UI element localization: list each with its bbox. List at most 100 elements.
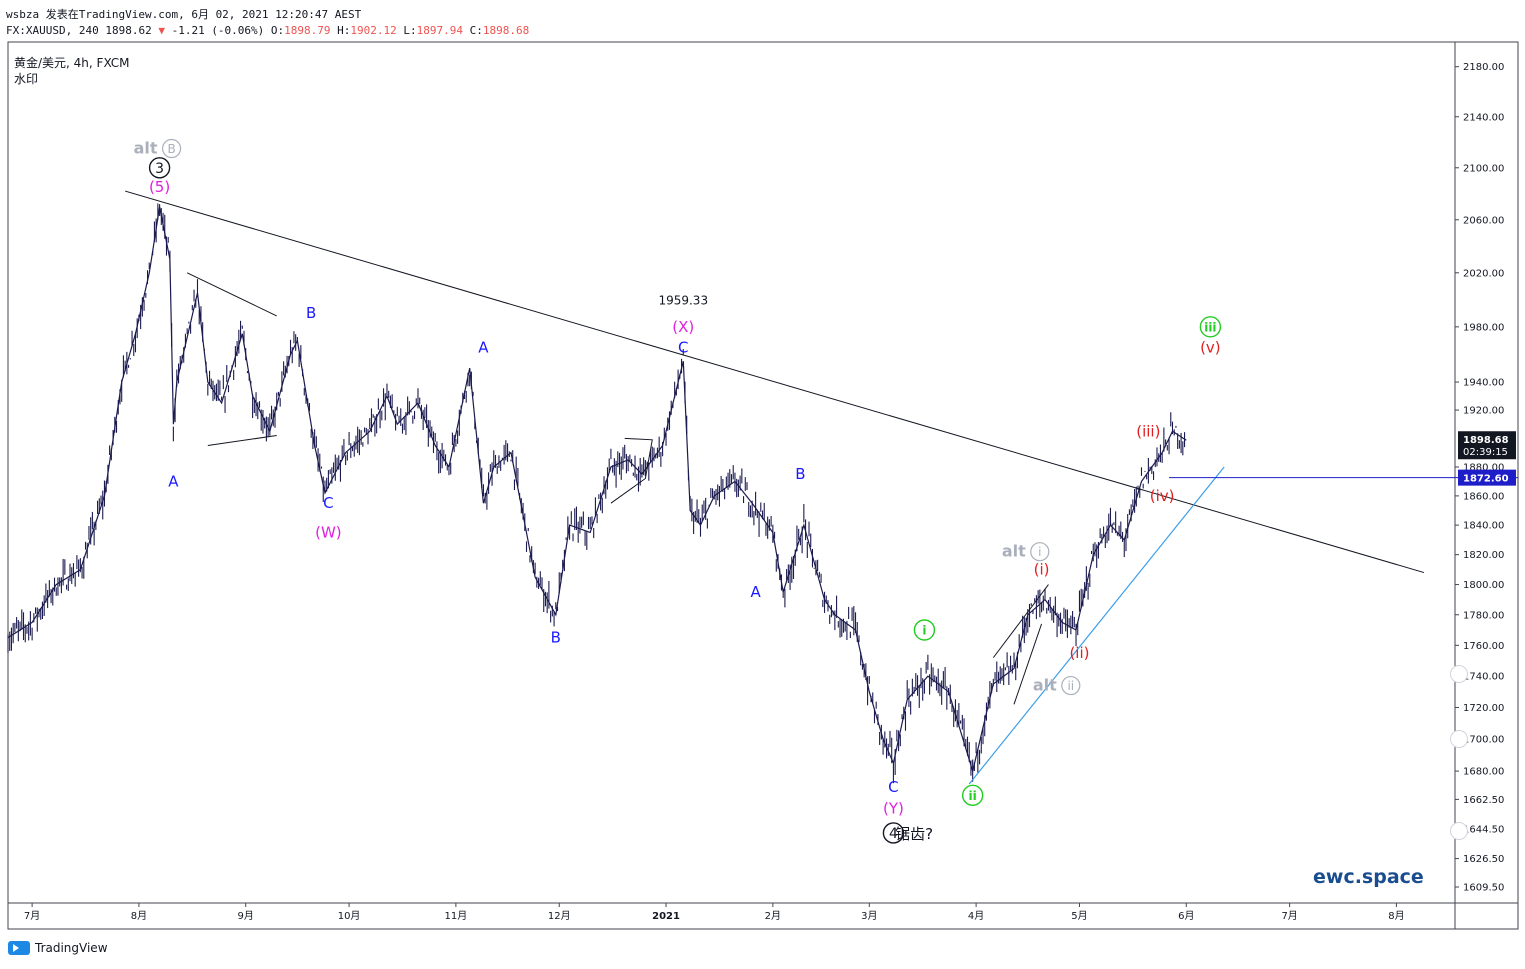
x-tick-label: 9月 [238, 910, 254, 922]
symbol-legend: 黄金/美元, 4h, FXCM 水印 [14, 55, 130, 87]
x-tick-label: 4月 [968, 910, 984, 922]
low-value: 1897.94 [416, 24, 463, 37]
y-tick-label: 1920.00 [1463, 406, 1504, 417]
low-label: L: [403, 24, 417, 37]
y-tick-label: 2140.00 [1463, 112, 1504, 123]
wave-label: B [551, 629, 561, 647]
y-tick-label: 1820.00 [1463, 550, 1504, 561]
level-price-box [1458, 469, 1516, 486]
alt-circle [161, 138, 182, 159]
outer-frame [7, 41, 1519, 930]
down-arrow-icon: ▼ [158, 24, 165, 37]
symbol-title: 黄金/美元, 4h, FXCM [14, 56, 130, 70]
x-tick-label: 7月 [24, 910, 40, 922]
price-change: -1.21 (-0.06%) [171, 24, 265, 37]
y-tick-label: 1780.00 [1463, 610, 1504, 621]
wave-label: A [168, 472, 179, 490]
symbol-price: FX:XAUUSD, 240 1898.62 [6, 24, 152, 37]
y-tick-label: 2020.00 [1463, 268, 1504, 279]
y-tick-label: 1626.50 [1463, 854, 1504, 865]
x-tick-label: 5月 [1071, 910, 1087, 922]
wave-label: (iv) [1150, 487, 1175, 505]
watermark-label: 水印 [14, 72, 39, 86]
wave-label: (i) [1034, 561, 1050, 579]
x-tick-label: 8月 [131, 910, 147, 922]
wave-label: B [306, 304, 316, 322]
level-price-label: 1872.60 [1463, 474, 1509, 485]
y-tick-label: 1840.00 [1463, 521, 1504, 532]
settings-button[interactable] [1450, 822, 1468, 840]
y-tick-label: 1609.50 [1463, 882, 1504, 893]
wave-minor-label: iii [1204, 320, 1216, 334]
wave-minor-label: i [922, 623, 926, 637]
y-tick-label: 2180.00 [1463, 62, 1504, 73]
alt-label: alt [1002, 542, 1026, 561]
high-label: H: [337, 24, 351, 37]
wave-circle [1199, 316, 1222, 338]
wave-label: 1959.33 [658, 294, 708, 308]
wave-label: A [750, 583, 761, 601]
wedge-lower [1013, 623, 1043, 705]
y-tick-label: 1860.00 [1463, 491, 1504, 502]
wave-circle [913, 619, 936, 641]
x-tick-label: 10月 [338, 910, 361, 922]
wave-circle [961, 784, 984, 807]
x-tick-label: 8月 [1388, 910, 1404, 922]
wave-label: (5) [149, 178, 170, 196]
scroll-button[interactable] [1450, 665, 1468, 683]
y-tick-label: 1662.50 [1463, 795, 1504, 806]
alt-label: alt [1033, 676, 1057, 695]
zigzag-note: 锯齿? [895, 825, 933, 843]
reset-button[interactable] [1450, 730, 1468, 748]
wave-label: C [323, 494, 333, 512]
wedge-upper [992, 584, 1049, 658]
open-label: O: [270, 24, 285, 37]
y-tick-label: 1800.00 [1463, 580, 1504, 591]
brand-watermark: ewc.space [1313, 866, 1424, 888]
x-tick-label: 3月 [861, 910, 877, 922]
wave-label: (Y) [883, 799, 904, 817]
y-tick-label: 1980.00 [1463, 322, 1504, 333]
tradingview-logo[interactable]: TradingView [8, 941, 108, 955]
y-tick-label: 2060.00 [1463, 215, 1504, 226]
triangle-lower [207, 435, 277, 446]
alt-circle [1030, 542, 1050, 562]
wave-label: (ii) [1069, 644, 1089, 662]
wave-label: (X) [672, 318, 694, 336]
alt-sub-label: B [167, 142, 175, 156]
plot-frame [7, 41, 1456, 904]
y-tick-label: 1700.00 [1463, 735, 1504, 746]
downtrend-line [124, 190, 1425, 574]
x-tick-label: 2021 [652, 911, 680, 922]
x-tick-label: 6月 [1178, 910, 1194, 922]
y-tick-label: 1880.00 [1463, 462, 1504, 473]
price-line [7, 206, 1187, 774]
wave-number-label: 3 [155, 161, 164, 177]
symbol-quote-line: FX:XAUUSD, 240 1898.62 ▼ -1.21 (-0.06%) … [6, 24, 529, 37]
wave-label: B [795, 465, 805, 483]
x-tick-label: 2月 [765, 910, 781, 922]
x-tick-label: 12月 [548, 910, 571, 922]
close-label: C: [469, 24, 483, 37]
last-price-label: 1898.68 [1463, 435, 1509, 446]
high-value: 1902.12 [350, 24, 397, 37]
x-tick-label: 7月 [1281, 910, 1297, 922]
wave-label: (iii) [1136, 422, 1160, 440]
support-trendline [968, 466, 1225, 785]
price-bars [7, 203, 1186, 784]
y-tick-label: 1760.00 [1463, 641, 1504, 652]
alt-circle [1061, 675, 1081, 696]
y-tick-label: 1680.00 [1463, 767, 1504, 778]
wave-label: A [478, 338, 489, 356]
publish-info: wsbza 发表在TradingView.com, 6月 02, 2021 12… [6, 8, 362, 21]
open-value: 1898.79 [284, 24, 331, 37]
wave-number-label: 4 [889, 826, 898, 842]
alt-label: alt [134, 139, 158, 158]
wave-label: (W) [315, 523, 342, 541]
y-tick-label: 2100.00 [1463, 163, 1504, 174]
last-price-box [1458, 431, 1516, 460]
tradingview-text: TradingView [35, 941, 108, 955]
wave-circle [148, 157, 171, 179]
x-tick-label: 11月 [445, 910, 468, 922]
